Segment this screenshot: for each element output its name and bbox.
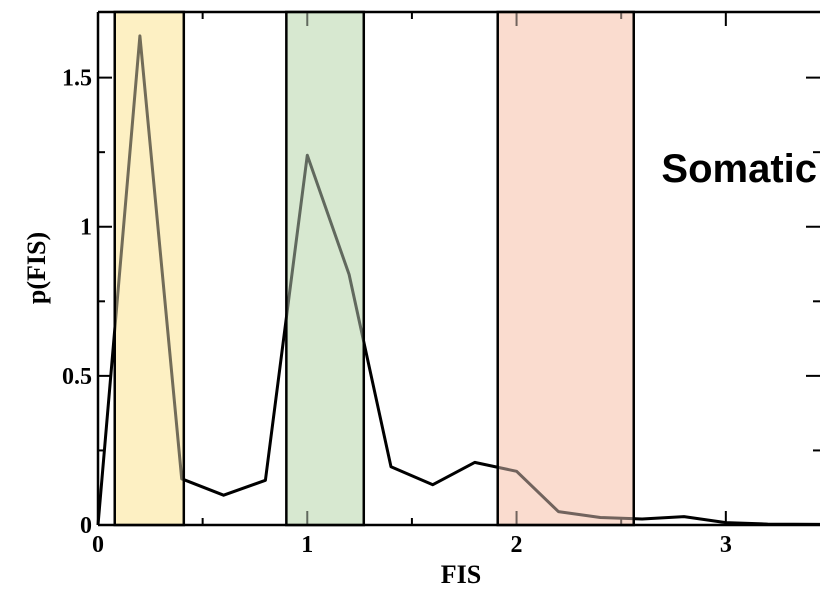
x-tick-label: 0 (92, 532, 104, 558)
highlight-band-overlay-3 (496, 10, 635, 527)
x-tick-label: 2 (511, 532, 523, 558)
y-tick-label: 1.5 (62, 66, 92, 92)
y-tick-label: 1 (80, 215, 92, 241)
y-tick-label: 0.5 (62, 364, 92, 390)
highlight-band-3 (497, 12, 634, 525)
series-line-1 (96, 34, 820, 526)
axis-tick-labels: 0 1 2 3 0 0.5 1 1.5 (62, 66, 732, 558)
highlight-band-borders (113, 10, 635, 527)
axis-ticks (97, 12, 820, 526)
plot-axes (96, 10, 820, 527)
highlight-band-2 (286, 12, 364, 525)
x-axis-title: FIS (441, 560, 481, 589)
highlight-band-overlay-2 (285, 10, 366, 527)
y-axis-title: p(FIS) (22, 232, 51, 304)
somatic-annotation: Somatic (661, 147, 817, 191)
highlight-band-1 (114, 12, 184, 525)
x-tick-label: 3 (720, 532, 732, 558)
data-series (96, 34, 820, 526)
highlight-bands (114, 12, 634, 525)
y-tick-label: 0 (80, 513, 92, 539)
highlight-band-overlay-1 (113, 10, 186, 527)
x-tick-label: 1 (301, 532, 313, 558)
